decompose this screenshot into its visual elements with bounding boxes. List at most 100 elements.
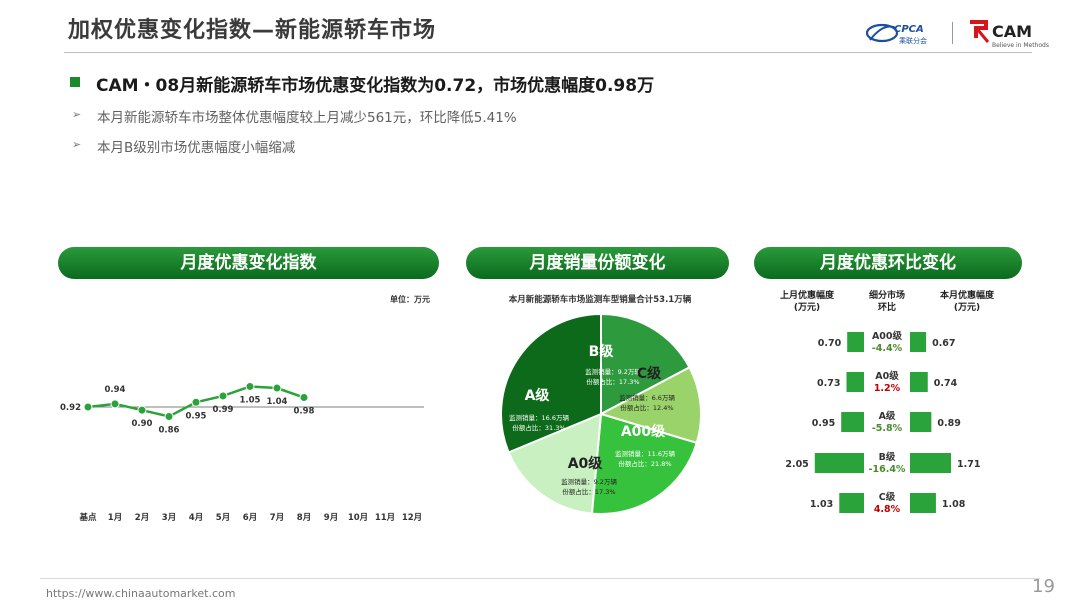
current-month-value: 0.89	[937, 418, 960, 429]
pie-slice-label: A0级	[568, 455, 604, 472]
index-point	[83, 402, 93, 412]
segment-mom: 1.2%	[874, 383, 901, 394]
last-month-value: 0.95	[812, 418, 835, 429]
segment-name: A0级	[875, 370, 899, 382]
index-data-label: 0.92	[60, 403, 81, 413]
index-line-chart: 单位：万元 0.92 0.94 0.90 0.86 0.95 0.99 1.05 1.04 0.…	[60, 294, 430, 523]
pie-slice-label: B级	[589, 343, 615, 360]
cpca-text: CPCA	[894, 24, 924, 35]
current-month-bar	[910, 453, 952, 473]
index-data-label: 0.86	[159, 425, 180, 435]
share-pie-chart: 本月新能源轿车市场监测车型销量合计53.1万辆 B级监测销量：9.2万辆份额占比…	[500, 294, 702, 515]
segment-name: A00级	[872, 330, 903, 342]
pie-volume-label: 监测销量：6.6万辆	[619, 393, 675, 402]
index-point	[164, 411, 174, 421]
index-point	[245, 381, 255, 391]
col-mid-header: 细分市场	[869, 289, 905, 301]
current-month-bar	[910, 372, 928, 392]
current-month-value: 0.67	[932, 338, 955, 349]
footer-url[interactable]: https://www.chinaautomarket.com	[46, 587, 236, 600]
cam-text: CAM	[992, 22, 1032, 41]
x-tick-label: 11月	[375, 513, 395, 523]
x-tick-label: 2月	[135, 513, 149, 523]
x-tick-label: 6月	[243, 513, 257, 523]
index-data-label: 0.95	[186, 411, 207, 421]
index-point	[299, 393, 309, 403]
unit-label: 单位：万元	[390, 294, 430, 304]
current-month-value: 0.74	[934, 378, 958, 389]
current-month-bar	[910, 493, 936, 513]
segment-mom: -16.4%	[869, 464, 906, 475]
current-month-value: 1.08	[942, 499, 966, 510]
pie-slice	[590, 412, 698, 515]
pie-share-label: 份额占比：12.4%	[620, 403, 673, 412]
cam-slogan: Believe in Methods	[992, 42, 1049, 49]
x-tick-label: 5月	[216, 513, 230, 523]
arrow-bullet-icon: ➢	[72, 108, 82, 121]
pie-volume-label: 监测销量：16.6万辆	[509, 413, 569, 422]
pie-share-label: 份额占比：17.3%	[562, 487, 615, 496]
footer-divider	[40, 578, 1040, 579]
pie-volume-label: 监测销量：11.6万辆	[615, 449, 675, 458]
mom-panel-header: 月度优惠环比变化	[754, 247, 1022, 279]
pie-volume-label: 监测销量：9.2万辆	[585, 367, 641, 376]
current-month-bar	[910, 332, 927, 352]
cpca-logo: CPCA 乘联分会	[865, 20, 942, 46]
current-month-bar	[910, 412, 932, 432]
share-panel-header: 月度销量份额变化	[466, 247, 729, 279]
last-month-bar	[846, 372, 864, 392]
pie-share-label: 份额占比：21.8%	[618, 459, 671, 468]
x-tick-label: 9月	[324, 513, 338, 523]
index-data-label: 1.05	[240, 395, 261, 405]
segment-name: C级	[879, 491, 896, 503]
pie-slice	[600, 312, 691, 416]
title-divider	[64, 52, 1032, 53]
segment-name: B级	[879, 451, 896, 463]
cam-logo: CAM Believe in Methods	[968, 20, 1060, 50]
pie-subtitle: 本月新能源轿车市场监测车型销量合计53.1万辆	[509, 294, 692, 305]
last-month-bar	[814, 453, 864, 473]
bullet-text-1: 本月新能源轿车市场整体优惠幅度较上月减少561元，环比降低5.41%	[97, 110, 517, 126]
mom-bar-chart: 上月优惠幅度 (万元) 细分市场 环比 本月优惠幅度 (万元) 0.70 0.67…	[780, 289, 995, 515]
last-month-value: 1.03	[810, 499, 833, 510]
last-month-value: 0.70	[818, 338, 842, 349]
x-tick-label: 3月	[162, 513, 176, 523]
index-point	[191, 397, 201, 407]
headline-bullet-icon	[70, 77, 80, 87]
index-point	[218, 391, 228, 401]
last-month-bar	[839, 493, 864, 513]
last-month-value: 2.05	[785, 459, 808, 470]
index-data-label: 0.94	[105, 385, 126, 395]
pie-volume-label: 监测销量：9.2万辆	[561, 477, 617, 486]
pie-slice-label: A00级	[621, 423, 666, 440]
col-mid-unit: 环比	[878, 301, 896, 313]
x-tick-label: 1月	[108, 513, 122, 523]
x-tick-label: 7月	[270, 513, 284, 523]
pie-slice	[507, 412, 603, 515]
cpca-sub: 乘联分会	[899, 36, 927, 45]
index-data-label: 1.04	[267, 397, 288, 407]
page-title: 加权优惠变化指数—新能源轿车市场	[68, 18, 437, 43]
current-month-value: 1.71	[957, 459, 980, 470]
x-tick-label: 4月	[189, 513, 203, 523]
last-month-value: 0.73	[817, 378, 840, 389]
segment-name: A级	[879, 410, 896, 422]
x-tick-label: 8月	[297, 513, 311, 523]
last-month-bar	[841, 412, 864, 432]
pie-share-label: 份额占比：17.3%	[586, 377, 639, 386]
col-left-unit: (万元)	[794, 302, 820, 313]
segment-mom: 4.8%	[874, 504, 901, 515]
pie-slice-label: C级	[637, 365, 662, 382]
logo-divider	[952, 22, 953, 44]
bullet-text-2: 本月B级别市场优惠幅度小幅缩减	[97, 140, 296, 156]
headline: CAM・08月新能源轿车市场优惠变化指数为0.72，市场优惠幅度0.98万	[96, 76, 655, 96]
segment-mom: -5.8%	[872, 423, 903, 434]
index-panel-header: 月度优惠变化指数	[58, 247, 439, 279]
last-month-bar	[847, 332, 864, 352]
pie-slice-label: A级	[525, 387, 551, 404]
arrow-bullet-icon: ➢	[72, 138, 82, 151]
index-point	[272, 383, 282, 393]
pie-share-label: 份额占比：31.3%	[512, 423, 565, 432]
x-tick-label: 12月	[402, 513, 422, 523]
x-tick-label: 基点	[78, 512, 97, 523]
